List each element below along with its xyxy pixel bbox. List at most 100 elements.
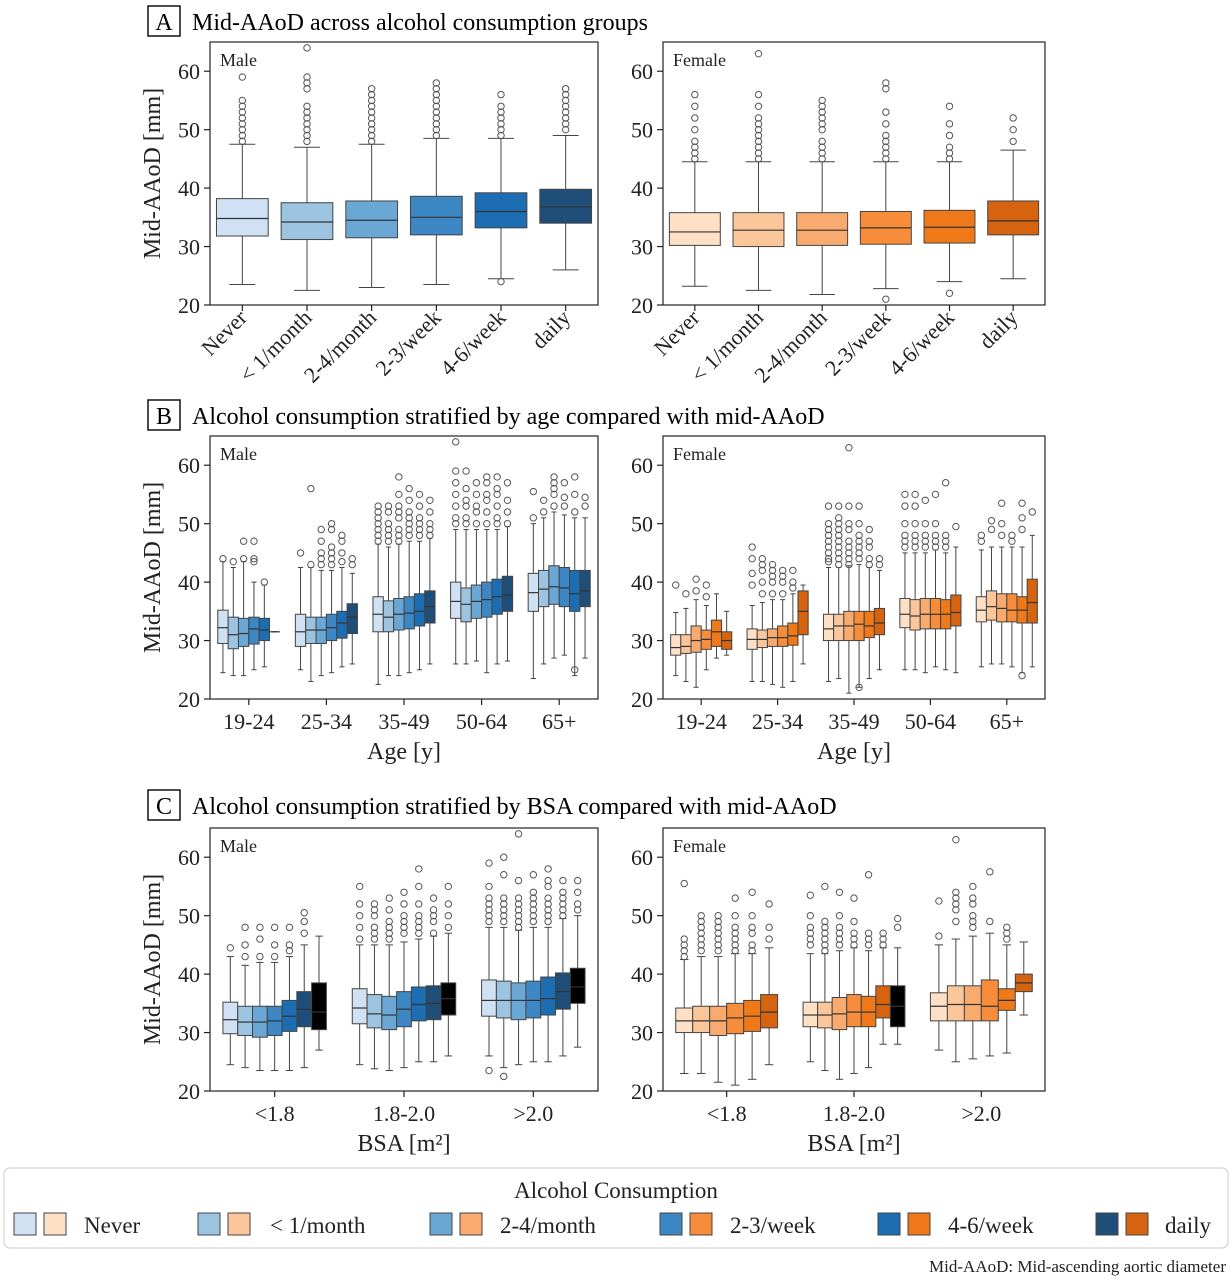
- box: [227, 557, 239, 677]
- outlier-point: [400, 929, 408, 937]
- outlier-point: [544, 917, 552, 926]
- box: [987, 114, 1040, 280]
- outlier-point: [941, 531, 950, 540]
- outlier-point: [529, 888, 538, 896]
- x-tick-label: 50-64: [456, 709, 507, 734]
- outlier-point: [768, 590, 777, 598]
- y-tick-label: 40: [178, 962, 200, 987]
- outlier-point: [250, 537, 258, 545]
- box-iqr: [796, 212, 849, 246]
- panel-c-letter-box: [147, 789, 181, 821]
- outlier-point: [300, 909, 308, 917]
- outlier-point: [1018, 499, 1026, 507]
- outlier-point: [931, 543, 940, 551]
- outlier-point: [559, 876, 567, 885]
- outlier-point: [539, 508, 548, 516]
- outlier-point: [370, 900, 379, 908]
- outlier-point: [748, 888, 756, 896]
- outlier-point: [452, 479, 460, 487]
- box: [413, 490, 426, 671]
- legend-swatch-male: [197, 1212, 221, 1236]
- outlier-point: [367, 137, 376, 146]
- outlier-point: [497, 102, 505, 110]
- outlier-point: [835, 549, 843, 557]
- outlier-point: [1003, 935, 1011, 943]
- box-iqr: [690, 625, 702, 653]
- outlier-point: [731, 923, 739, 932]
- outlier-point: [303, 125, 311, 134]
- outlier-point: [748, 555, 756, 563]
- outlier-point: [426, 525, 434, 534]
- outlier-point: [415, 490, 424, 499]
- outlier-point: [355, 923, 364, 932]
- outlier-point: [921, 531, 930, 540]
- outlier-point: [754, 155, 763, 163]
- outlier-point: [697, 923, 705, 932]
- outlier-point: [493, 514, 501, 522]
- outlier-point: [821, 947, 829, 955]
- outlier-point: [415, 923, 423, 932]
- outlier-point: [855, 543, 863, 551]
- box: [831, 888, 848, 1080]
- outlier-point: [348, 560, 356, 569]
- x-axis-label: Age [y]: [817, 739, 891, 765]
- outlier-point: [765, 935, 773, 943]
- outlier-point: [400, 888, 408, 896]
- outlier-point: [384, 502, 393, 510]
- outlier-point: [500, 900, 508, 908]
- outlier-point: [561, 120, 570, 128]
- outlier-point: [697, 917, 705, 926]
- panel-b-letter-box: [147, 399, 181, 431]
- x-tick-label: 19-24: [223, 709, 274, 734]
- outlier-point: [879, 929, 887, 937]
- panel-c-title: Alcohol consumption stratified by BSA co…: [192, 794, 837, 820]
- y-tick-label: 50: [178, 512, 200, 537]
- outlier-point: [882, 295, 890, 303]
- outlier-point: [714, 935, 722, 943]
- outlier-point: [573, 900, 582, 908]
- outlier-point: [374, 508, 382, 516]
- box-iqr: [1006, 593, 1018, 623]
- outlier-point: [485, 894, 493, 902]
- box: [345, 85, 399, 288]
- box-iqr: [710, 619, 723, 647]
- box: [450, 438, 462, 665]
- outlier-point: [338, 531, 346, 540]
- outlier-point: [238, 96, 247, 105]
- outlier-point: [754, 120, 763, 128]
- legend-swatch-male: [1095, 1212, 1119, 1236]
- outlier-point: [969, 911, 977, 920]
- box: [470, 479, 483, 662]
- outlier-point: [824, 549, 833, 557]
- box: [963, 882, 982, 1060]
- outlier-point: [317, 555, 325, 563]
- outlier-point: [560, 479, 569, 487]
- outlier-point: [432, 108, 441, 116]
- outlier-point: [941, 543, 950, 551]
- box: [919, 496, 931, 674]
- outlier-point: [367, 96, 376, 105]
- outlier-point: [952, 888, 960, 896]
- plot-frame: [662, 435, 1046, 700]
- outlier-point: [748, 543, 756, 551]
- outlier-point: [731, 929, 739, 937]
- box: [860, 871, 877, 1069]
- footnote: Mid-AAoD: Mid-ascending aortic diameter: [929, 1257, 1226, 1276]
- outlier-point: [865, 543, 873, 551]
- outlier-point: [285, 947, 294, 955]
- outlier-point: [748, 941, 756, 949]
- outlier-point: [405, 496, 413, 504]
- outlier-point: [818, 102, 826, 110]
- outlier-point: [485, 911, 493, 920]
- outlier-point: [303, 131, 311, 140]
- outlier-point: [945, 102, 954, 110]
- box: [680, 590, 692, 682]
- y-tick-label: 40: [631, 176, 653, 201]
- outlier-point: [806, 891, 815, 899]
- outlier-point: [327, 549, 336, 557]
- outlier-point: [987, 517, 996, 525]
- x-tick-label: 19-24: [676, 709, 727, 734]
- outlier-point: [500, 906, 508, 914]
- outlier-point: [571, 666, 579, 674]
- outlier-point: [374, 514, 382, 522]
